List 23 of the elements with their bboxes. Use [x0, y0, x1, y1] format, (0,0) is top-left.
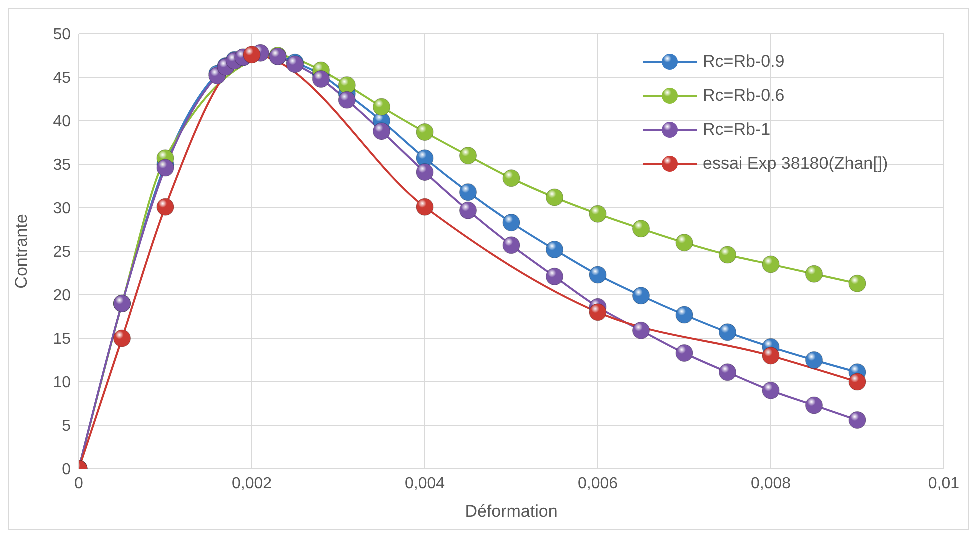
y-tick-label: 20	[53, 288, 72, 305]
legend-label: Rc=Rb-0.6	[703, 86, 785, 106]
x-tick-label: 0,004	[404, 475, 446, 492]
x-tick-label: 0,01	[928, 475, 960, 492]
y-tick-label: 25	[53, 244, 72, 262]
legend-label: essai Exp 38180(Zhan[])	[703, 154, 888, 174]
y-tick-label: 35	[53, 157, 72, 174]
legend-label: Rc=Rb-1	[703, 120, 771, 140]
y-tick-label: 15	[53, 331, 72, 348]
x-axis-title: Déformation	[465, 502, 558, 521]
y-tick-label: 5	[62, 418, 72, 436]
x-tick-label: 0	[74, 475, 84, 492]
y-tick-label: 0	[62, 462, 72, 479]
y-tick-label: 40	[53, 114, 72, 131]
x-tick-label: 0,002	[232, 475, 272, 492]
x-tick-label: 0,008	[750, 475, 792, 492]
y-tick-label: 30	[53, 200, 72, 218]
x-tick-label: 0,006	[578, 475, 618, 492]
y-axis-title: Contrante	[12, 214, 32, 289]
y-tick-label: 45	[53, 70, 72, 88]
y-tick-label: 10	[53, 374, 72, 392]
y-tick-label: 50	[53, 26, 72, 44]
legend-label: Rc=Rb-0.9	[703, 52, 785, 72]
